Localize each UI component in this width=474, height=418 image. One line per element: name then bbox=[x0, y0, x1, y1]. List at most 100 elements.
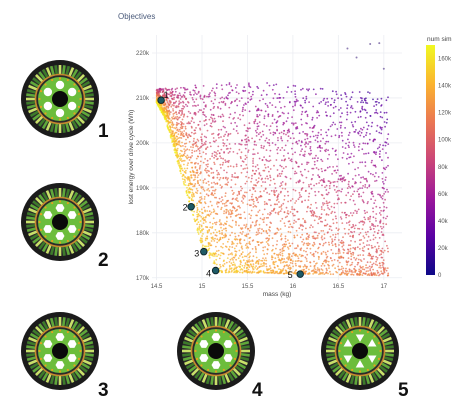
scatter-point bbox=[189, 135, 192, 138]
highlighted-design-point[interactable] bbox=[157, 96, 165, 104]
scatter-point bbox=[294, 189, 297, 192]
scatter-point bbox=[199, 172, 202, 175]
scatter-point bbox=[267, 177, 269, 180]
scatter-point bbox=[181, 107, 183, 110]
scatter-point bbox=[300, 150, 302, 153]
scatter-point bbox=[341, 156, 344, 159]
scatter-point bbox=[382, 216, 385, 219]
highlighted-design-point[interactable] bbox=[296, 270, 304, 278]
scatter-point bbox=[250, 214, 253, 217]
highlighted-design-point[interactable] bbox=[200, 247, 208, 256]
scatter-point bbox=[204, 245, 207, 248]
scatter-point bbox=[269, 265, 271, 267]
scatter-point bbox=[224, 104, 227, 106]
scatter-point bbox=[181, 155, 184, 158]
scatter-point bbox=[319, 179, 322, 182]
scatter-point bbox=[311, 209, 314, 212]
scatter-point bbox=[216, 241, 219, 244]
scatter-point bbox=[354, 209, 357, 212]
scatter-point bbox=[384, 179, 387, 181]
scatter-point bbox=[187, 188, 190, 191]
scatter-point bbox=[268, 226, 271, 229]
scatter-point bbox=[202, 111, 204, 114]
scatter-point bbox=[166, 109, 168, 112]
scatter-point bbox=[220, 128, 223, 131]
scatter-point bbox=[327, 260, 330, 263]
scatter-point bbox=[277, 229, 280, 231]
scatter-point bbox=[354, 168, 356, 171]
scatter-point bbox=[271, 237, 274, 240]
scatter-point bbox=[321, 88, 324, 90]
scatter-point bbox=[361, 199, 364, 201]
scatter-point bbox=[244, 138, 247, 141]
scatter-point bbox=[183, 87, 186, 90]
scatter-point bbox=[169, 111, 172, 113]
scatter-point bbox=[253, 143, 256, 146]
scatter-point bbox=[266, 82, 268, 84]
scatter-point bbox=[236, 98, 238, 101]
x-tick-label: 16 bbox=[290, 284, 297, 290]
scatter-point bbox=[306, 115, 309, 118]
scatter-point bbox=[192, 105, 194, 107]
scatter-point bbox=[228, 245, 231, 248]
scatter-point bbox=[224, 161, 227, 164]
scatter-point bbox=[218, 267, 221, 270]
scatter-point bbox=[281, 181, 284, 183]
scatter-point bbox=[180, 114, 183, 116]
scatter-point bbox=[198, 227, 201, 230]
scatter-point bbox=[361, 274, 364, 276]
scatter-point bbox=[369, 133, 371, 135]
scatter-point bbox=[289, 223, 292, 226]
scatter-point bbox=[341, 146, 344, 148]
highlighted-design-point[interactable] bbox=[211, 266, 220, 275]
scatter-point bbox=[312, 88, 315, 91]
scatter-point bbox=[200, 225, 203, 228]
scatter-point bbox=[178, 128, 181, 131]
scatter-point bbox=[206, 146, 209, 149]
scatter-point bbox=[366, 211, 368, 214]
scatter-point bbox=[287, 239, 289, 242]
scatter-point bbox=[162, 109, 164, 111]
scatter-point bbox=[273, 208, 275, 211]
scatter-point bbox=[213, 121, 216, 123]
scatter-point bbox=[375, 172, 377, 174]
scatter-point bbox=[223, 259, 225, 262]
scatter-point bbox=[167, 123, 170, 125]
scatter-point bbox=[296, 260, 299, 262]
scatter-point bbox=[186, 154, 189, 157]
scatter-point bbox=[372, 273, 374, 276]
scatter-point bbox=[182, 153, 185, 156]
scatter-point bbox=[224, 223, 227, 225]
scatter-point bbox=[248, 266, 251, 268]
scatter-point bbox=[351, 273, 353, 276]
scatter-point bbox=[301, 163, 303, 166]
scatter-point bbox=[311, 157, 314, 160]
scatter-point bbox=[253, 122, 256, 125]
scatter-point bbox=[202, 161, 205, 164]
y-tick-label: 180k bbox=[136, 231, 150, 237]
scatter-point bbox=[354, 259, 357, 261]
scatter-point bbox=[387, 133, 390, 136]
scatter-point bbox=[229, 202, 232, 205]
scatter-point bbox=[228, 268, 231, 270]
scatter-point bbox=[205, 226, 207, 228]
scatter-point bbox=[368, 265, 371, 268]
scatter-point bbox=[231, 226, 233, 229]
scatter-point bbox=[372, 207, 374, 210]
scatter-point bbox=[318, 273, 320, 276]
scatter-point bbox=[201, 218, 204, 220]
scatter-point bbox=[258, 196, 260, 199]
scatter-point bbox=[316, 215, 318, 218]
scatter-point bbox=[304, 138, 306, 141]
scatter-point bbox=[316, 234, 319, 237]
highlighted-design-point[interactable] bbox=[187, 202, 195, 211]
scatter-point bbox=[336, 271, 338, 274]
scatter-point bbox=[222, 265, 225, 268]
scatter-point bbox=[283, 260, 285, 263]
scatter-point bbox=[209, 141, 211, 144]
scatter-point bbox=[255, 265, 257, 267]
scatter-point bbox=[289, 199, 292, 202]
scatter-point bbox=[384, 144, 387, 147]
scatter-point bbox=[370, 257, 373, 260]
scatter-point bbox=[160, 110, 163, 112]
